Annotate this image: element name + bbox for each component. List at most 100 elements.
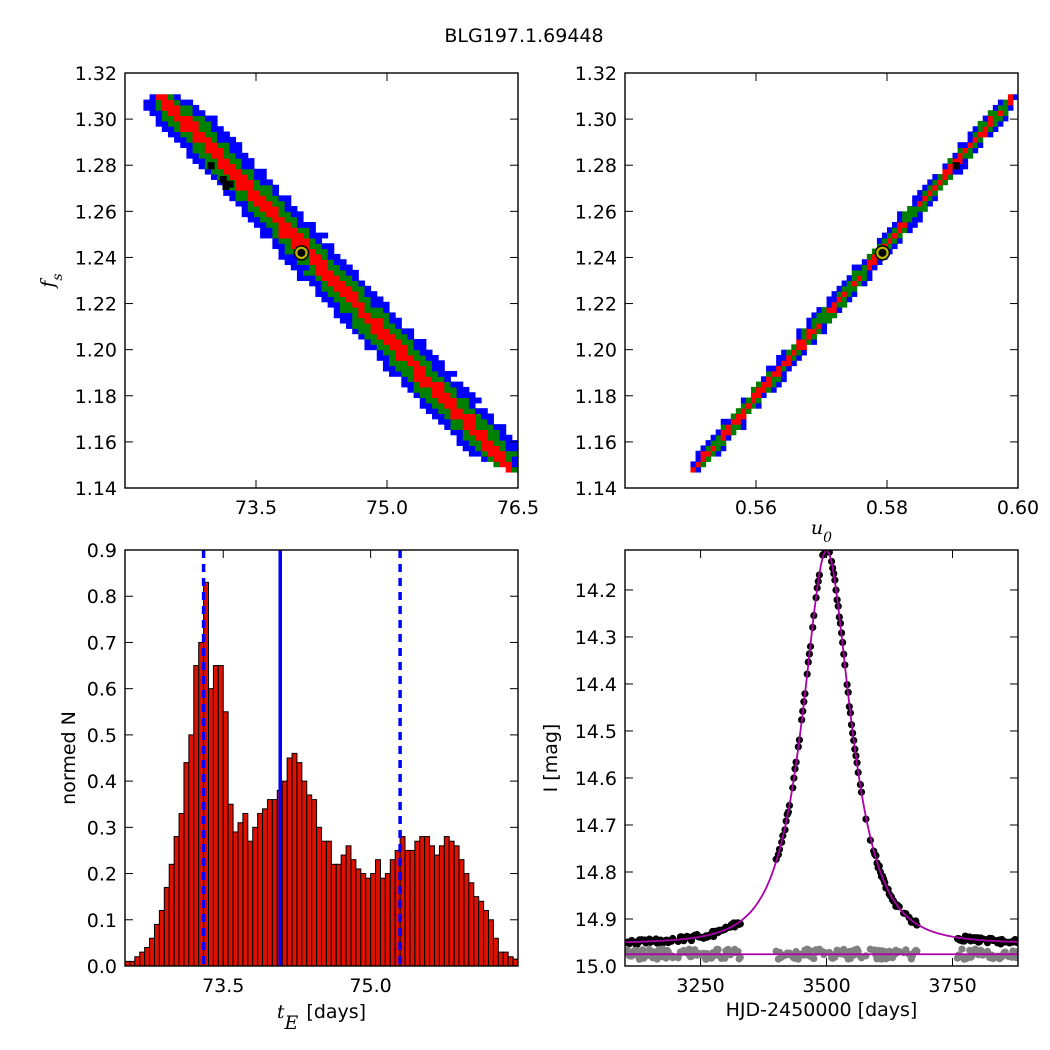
map-cell xyxy=(836,285,843,292)
map-cell xyxy=(376,312,384,319)
map-cell xyxy=(957,142,964,148)
map-cell xyxy=(217,163,224,170)
map-cell xyxy=(186,147,194,154)
map-cell xyxy=(756,381,762,388)
map-cell xyxy=(841,301,848,308)
map-cell xyxy=(816,307,822,313)
map-cell xyxy=(413,365,421,372)
map-cell xyxy=(339,291,347,297)
map-cell xyxy=(327,243,335,250)
map-cell xyxy=(333,301,341,308)
map-cell xyxy=(481,413,488,420)
map-cell xyxy=(155,110,163,117)
map-cell xyxy=(881,237,888,244)
map-cell xyxy=(382,344,390,351)
map-cell xyxy=(229,152,237,159)
map-cell xyxy=(493,456,501,462)
map-cell xyxy=(493,450,501,457)
map-cell xyxy=(223,142,230,148)
map-cell xyxy=(401,376,408,383)
map-cell xyxy=(395,328,402,335)
y-axis-label: I [mag] xyxy=(540,724,562,793)
map-cell xyxy=(346,280,353,287)
map-cell xyxy=(419,360,427,367)
map-cell xyxy=(370,291,378,297)
map-cell xyxy=(419,402,427,409)
map-cell xyxy=(902,221,908,228)
map-cell xyxy=(223,158,230,164)
map-cell xyxy=(407,370,415,377)
map-cell xyxy=(358,328,365,335)
map-cell xyxy=(927,184,933,191)
map-cell xyxy=(284,232,292,239)
map-cell xyxy=(462,408,470,415)
map-cell xyxy=(781,354,787,361)
residual-point xyxy=(913,947,921,955)
map-cell xyxy=(223,190,230,196)
map-cell xyxy=(425,349,433,356)
plot-frame xyxy=(624,72,1019,489)
histogram-bar xyxy=(149,937,155,966)
map-cell xyxy=(229,147,237,154)
map-cell xyxy=(425,376,433,383)
map-cell xyxy=(917,195,923,202)
map-cell xyxy=(715,440,722,446)
map-cell xyxy=(922,206,928,212)
map-cell xyxy=(444,408,451,415)
map-cell xyxy=(174,115,181,122)
map-cell xyxy=(781,370,787,377)
map-cell xyxy=(851,285,858,292)
map-cell xyxy=(235,195,243,202)
map-cell xyxy=(167,131,175,138)
map-cell xyxy=(932,179,938,186)
map-cell xyxy=(821,317,828,324)
map-cell xyxy=(487,450,494,457)
map-cell xyxy=(499,450,507,457)
map-cell xyxy=(450,397,458,404)
histogram-bar xyxy=(335,863,342,966)
map-cell xyxy=(167,94,175,101)
map-cell xyxy=(499,440,507,446)
map-cell xyxy=(419,344,427,351)
map-cell xyxy=(186,136,194,143)
map-cell xyxy=(425,360,433,367)
map-cell xyxy=(241,163,249,170)
map-cell xyxy=(346,291,353,297)
map-cell xyxy=(266,221,273,228)
map-cell xyxy=(161,99,169,106)
map-cell xyxy=(462,429,470,436)
residual-point xyxy=(958,945,966,953)
histogram-bar xyxy=(321,840,327,966)
histogram-bar xyxy=(433,854,440,966)
map-cell xyxy=(253,200,261,207)
map-cell xyxy=(382,354,390,361)
map-cell xyxy=(290,216,298,223)
map-cell xyxy=(290,227,298,234)
map-cell xyxy=(927,190,933,196)
map-cell xyxy=(511,440,518,446)
chart-u0-fs: 0.56 0.58 0.60 1.14 1.16 1.18 1.20 1.22 1.24 1.26… xyxy=(575,63,1039,546)
map-cell xyxy=(419,365,427,372)
map-cell xyxy=(695,461,702,468)
map-cell xyxy=(791,360,797,367)
map-cell xyxy=(339,280,347,287)
map-cell xyxy=(456,392,464,399)
histogram-bar xyxy=(158,910,165,966)
map-cell xyxy=(932,184,938,191)
histogram-bar xyxy=(193,665,200,966)
map-cell xyxy=(730,413,737,420)
map-cell xyxy=(284,237,292,244)
y-tick-label: 1.14 xyxy=(75,478,117,500)
map-cell xyxy=(210,115,218,122)
map-cell xyxy=(309,237,316,244)
map-cell xyxy=(321,269,329,276)
map-cell xyxy=(456,418,464,425)
histogram-bar xyxy=(438,845,445,966)
map-cell xyxy=(761,386,767,393)
map-cell xyxy=(376,344,384,351)
map-cell xyxy=(942,163,948,170)
map-cell xyxy=(475,429,482,436)
map-cell xyxy=(887,237,893,244)
map-cell xyxy=(284,248,292,255)
map-cell xyxy=(395,354,402,361)
